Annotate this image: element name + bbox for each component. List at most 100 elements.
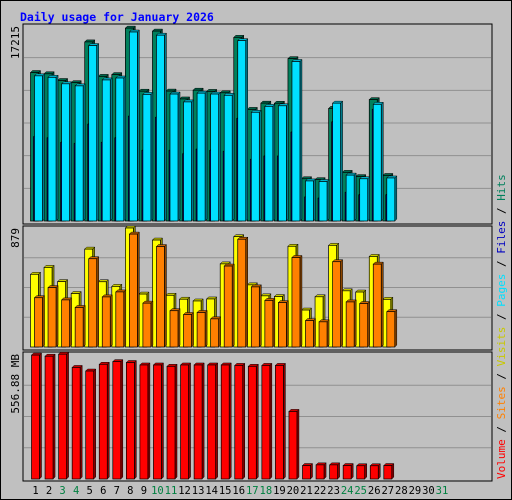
x-tick-label: 13 (192, 485, 205, 497)
legend-files: Files (495, 221, 508, 254)
legend-pages: Pages (495, 274, 508, 307)
bar-sites-22 (318, 321, 328, 348)
bar-sites-14 (210, 318, 219, 348)
bar-sites-17 (250, 286, 260, 348)
bar-volume-7 (112, 361, 122, 480)
bar-volume-22 (315, 464, 325, 480)
x-tick-label: 31 (436, 485, 449, 497)
x-tick-label: 12 (178, 485, 191, 497)
x-tick-label: 8 (127, 485, 133, 497)
bar-pages-19 (278, 105, 287, 222)
x-tick-label: 5 (87, 485, 93, 497)
chart-title: Daily usage for January 2026 (20, 10, 214, 24)
x-tick-label: 16 (232, 485, 245, 497)
bar-sites-19 (278, 302, 287, 348)
bar-pages-7 (115, 77, 125, 222)
x-tick-label: 25 (354, 485, 367, 497)
bar-sites-23 (332, 261, 341, 348)
bar-pages-27 (386, 177, 396, 222)
bar-volume-18 (261, 365, 271, 480)
x-tick-label: 4 (73, 485, 79, 497)
bar-volume-16 (234, 365, 244, 480)
bar-pages-14 (210, 93, 219, 222)
bar-sites-2 (47, 287, 57, 348)
legend-separator: / (495, 366, 508, 386)
bar-pages-8 (129, 31, 138, 222)
bar-volume-13 (193, 364, 203, 480)
x-tick-label: 22 (314, 485, 327, 497)
bar-pages-18 (264, 105, 274, 222)
bar-pages-16 (237, 40, 247, 222)
bar-volume-6 (98, 363, 108, 480)
bar-sites-16 (237, 238, 247, 348)
x-tick-label: 21 (300, 485, 313, 497)
scale-label-middle: 879 (9, 228, 22, 248)
bar-sites-13 (196, 312, 206, 348)
bar-pages-21 (305, 180, 314, 222)
x-tick-label: 2 (46, 485, 52, 497)
bar-sites-3 (61, 299, 70, 348)
bar-pages-11 (169, 93, 179, 222)
x-tick-label: 19 (273, 485, 286, 497)
bar-pages-24 (345, 174, 355, 222)
x-tick-label: 24 (341, 485, 354, 497)
bar-volume-1 (31, 354, 40, 480)
bar-volume-19 (275, 365, 284, 480)
bar-sites-21 (305, 320, 314, 348)
legend-sites: Sites (495, 386, 508, 419)
scale-label-bottom: 556.88 MB (9, 354, 22, 414)
bar-volume-23 (329, 464, 338, 480)
bar-volume-2 (44, 355, 54, 480)
legend-separator: / (495, 307, 508, 327)
bar-volume-5 (85, 370, 95, 480)
bar-volume-14 (207, 364, 216, 480)
bar-volume-9 (139, 364, 149, 480)
bar-volume-25 (356, 465, 366, 480)
legend: Volume / Sites / Visits / Pages / Files … (495, 174, 508, 479)
bar-sites-7 (115, 291, 125, 348)
bar-volume-8 (125, 362, 135, 480)
bar-pages-25 (359, 178, 369, 222)
x-tick-label: 6 (100, 485, 106, 497)
x-tick-label: 28 (395, 485, 408, 497)
legend-separator: / (495, 201, 508, 221)
legend-hits: Hits (495, 174, 508, 201)
bar-sites-5 (88, 258, 98, 348)
legend-separator: / (495, 419, 508, 439)
legend-visits: Visits (495, 327, 508, 367)
x-tick-label: 23 (327, 485, 340, 497)
x-tick-label: 26 (368, 485, 381, 497)
bar-pages-12 (183, 101, 192, 222)
bar-sites-11 (169, 310, 179, 348)
bar-sites-10 (156, 246, 165, 348)
x-tick-label: 14 (205, 485, 218, 497)
bar-pages-2 (47, 76, 57, 222)
x-tick-label: 15 (219, 485, 232, 497)
bar-volume-3 (58, 353, 67, 480)
x-tick-label: 10 (151, 485, 164, 497)
bar-sites-9 (142, 302, 152, 348)
bar-pages-6 (101, 79, 111, 222)
x-tick-label: 17 (246, 485, 259, 497)
bar-volume-21 (302, 465, 311, 480)
x-tick-label: 20 (287, 485, 300, 497)
bar-volume-17 (247, 365, 257, 480)
scale-label-top: 17215 (9, 26, 22, 59)
bar-sites-1 (34, 297, 43, 348)
bar-volume-10 (153, 364, 162, 480)
bar-sites-27 (386, 311, 396, 348)
bar-pages-22 (318, 181, 328, 222)
bar-pages-4 (74, 85, 84, 222)
bar-pages-13 (196, 92, 206, 222)
x-tick-label: 18 (260, 485, 273, 497)
bar-pages-1 (34, 75, 43, 222)
bar-pages-15 (223, 94, 233, 222)
x-tick-label: 9 (141, 485, 147, 497)
x-tick-label: 7 (114, 485, 120, 497)
x-tick-label: 30 (422, 485, 435, 497)
bar-volume-24 (342, 465, 352, 480)
x-tick-label: 1 (32, 485, 38, 497)
bar-pages-9 (142, 94, 152, 222)
